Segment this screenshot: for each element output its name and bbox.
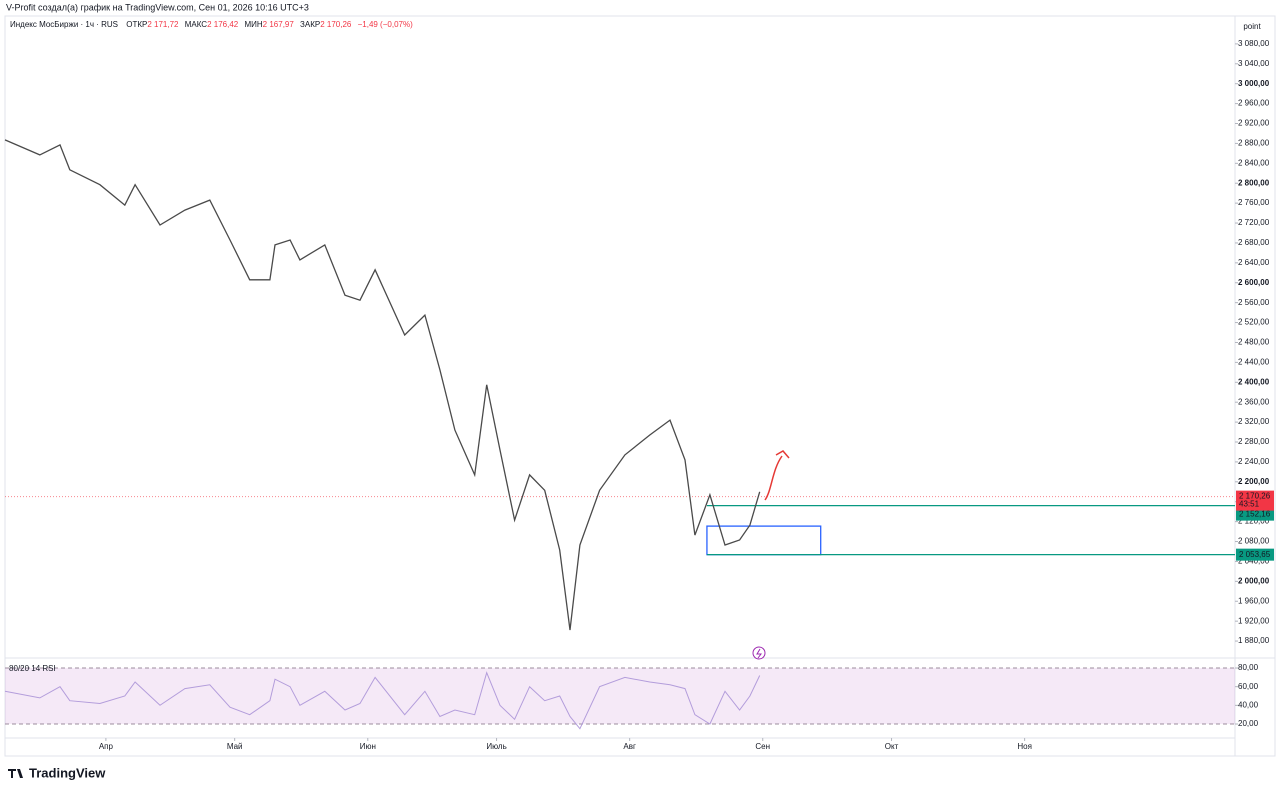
y-tick-label: 1 920,00 bbox=[1238, 616, 1270, 625]
y-tick-label: 2 880,00 bbox=[1238, 139, 1270, 148]
x-tick-label: Ноя bbox=[1017, 742, 1032, 751]
y-tick-label: 2 440,00 bbox=[1238, 357, 1270, 366]
legend-low: 2 167,97 bbox=[263, 20, 295, 29]
y-tick-label: 2 000,00 bbox=[1238, 576, 1270, 585]
y-tick-label: 2 640,00 bbox=[1238, 258, 1270, 267]
y-tick-label: 20,00 bbox=[1238, 719, 1259, 728]
legend-name: Индекс МосБиржи · 1ч · RUS bbox=[10, 20, 118, 29]
x-tick-label: Май bbox=[227, 742, 243, 751]
y-tick-label: 2 120,00 bbox=[1238, 517, 1270, 526]
y-tick-label: 60,00 bbox=[1238, 682, 1259, 691]
last-price-bg bbox=[1236, 490, 1274, 511]
y-tick-label: 80,00 bbox=[1238, 663, 1259, 672]
event-icon bbox=[752, 646, 766, 660]
legend-high-label: МАКС bbox=[185, 20, 208, 29]
legend-close-label: ЗАКР bbox=[300, 20, 320, 29]
y-tick-label: 2 680,00 bbox=[1238, 238, 1270, 247]
y-tick-label: 2 960,00 bbox=[1238, 99, 1270, 108]
y-tick-label: 2 480,00 bbox=[1238, 338, 1270, 347]
y-tick-label: 2 920,00 bbox=[1238, 119, 1270, 128]
y-tick-label: 1 880,00 bbox=[1238, 636, 1270, 645]
rsi-band bbox=[5, 668, 1235, 725]
forecast-arrow bbox=[764, 455, 783, 501]
legend-low-label: МИН bbox=[244, 20, 262, 29]
level-label: 2 152,16 bbox=[1239, 510, 1271, 519]
y-tick-label: 3 040,00 bbox=[1238, 59, 1270, 68]
level-label-bg bbox=[1236, 548, 1274, 561]
price-line bbox=[4, 671, 761, 730]
y-tick-label: 2 520,00 bbox=[1238, 318, 1270, 327]
event-icon-bolt bbox=[756, 648, 762, 659]
y-tick-label: 2 320,00 bbox=[1238, 417, 1270, 426]
countdown: 43:51 bbox=[1239, 500, 1260, 509]
y-tick-label: 2 560,00 bbox=[1238, 298, 1270, 307]
legend-open-label: ОТКР bbox=[126, 20, 147, 29]
x-tick-label: Июн bbox=[360, 742, 376, 751]
x-tick-label: Июль bbox=[486, 742, 506, 751]
y-tick-label: 2 720,00 bbox=[1238, 218, 1270, 227]
y-tick-label: 2 800,00 bbox=[1238, 178, 1270, 187]
logo-text: TradingView bbox=[29, 765, 106, 780]
credit: V-Profit создал(а) график на TradingView… bbox=[6, 2, 309, 12]
y-tick-label: 3 080,00 bbox=[1238, 39, 1270, 48]
legend: Индекс МосБиржи · 1ч · RUS ОТКР2 171,72 … bbox=[10, 20, 413, 29]
legend-open: 2 171,72 bbox=[147, 20, 179, 29]
legend-close: 2 170,26 bbox=[320, 20, 352, 29]
legend-high: 2 176,42 bbox=[207, 20, 239, 29]
y-tick-label: 2 360,00 bbox=[1238, 397, 1270, 406]
y-tick-label: 2 200,00 bbox=[1238, 477, 1270, 486]
y-tick-label: 2 040,00 bbox=[1238, 557, 1270, 566]
y-tick-label: 3 000,00 bbox=[1238, 79, 1270, 88]
level-label-bg bbox=[1236, 508, 1274, 521]
logo-icon bbox=[8, 769, 23, 778]
y-tick-label: 2 760,00 bbox=[1238, 198, 1270, 207]
y-tick-label: 1 960,00 bbox=[1238, 596, 1270, 605]
y-tick-label: 2 600,00 bbox=[1238, 278, 1270, 287]
y-tick-label: 2 280,00 bbox=[1238, 437, 1270, 446]
y-tick-label: 2 400,00 bbox=[1238, 377, 1270, 386]
last-price-label: 2 170,26 bbox=[1239, 492, 1271, 501]
x-tick-label: Апр bbox=[99, 742, 114, 751]
pane-title: 80/20 14 RSI bbox=[9, 664, 56, 673]
y-tick-label: 40,00 bbox=[1238, 700, 1259, 709]
x-tick-label: Авг bbox=[623, 742, 636, 751]
price-line bbox=[4, 139, 761, 631]
y-tick-label: 2 240,00 bbox=[1238, 457, 1270, 466]
legend-change: −1,49 (−0,07%) bbox=[358, 20, 413, 29]
y-tick-label: 2 080,00 bbox=[1238, 537, 1270, 546]
x-tick-label: Сен bbox=[755, 742, 770, 751]
axis-unit: point bbox=[1243, 22, 1261, 31]
chart-frame bbox=[4, 15, 1276, 757]
y-tick-label: 2 840,00 bbox=[1238, 158, 1270, 167]
x-tick-label: Окт bbox=[885, 742, 899, 751]
level-label: 2 053,65 bbox=[1239, 550, 1271, 559]
forecast-arrow-head bbox=[775, 450, 790, 459]
